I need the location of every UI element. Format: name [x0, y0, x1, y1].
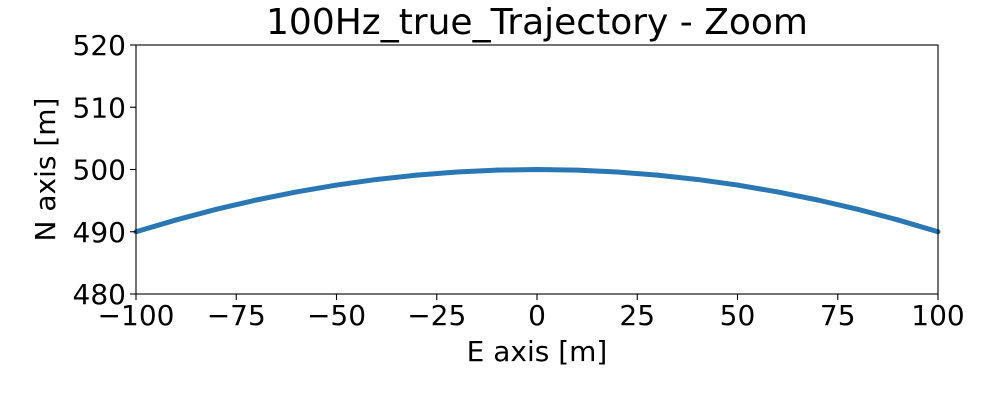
x-tick-label: 0: [528, 299, 546, 332]
trajectory-point: [334, 182, 339, 188]
x-tick-label: −25: [407, 299, 466, 332]
trajectory-point: [213, 206, 219, 212]
trajectory-point: [735, 182, 740, 188]
y-tick-label: 520: [73, 29, 126, 62]
y-axis: 480 490 500 510 520: [73, 29, 136, 311]
trajectory-point: [293, 189, 299, 195]
trajectory-point: [895, 217, 901, 223]
trajectory-point: [654, 172, 660, 178]
x-axis-label: E axis [m]: [467, 335, 608, 368]
x-tick-label: −100: [98, 299, 175, 332]
y-axis-label: N axis [m]: [29, 98, 62, 242]
trajectory-point: [494, 167, 500, 173]
series-layer: [133, 167, 941, 235]
y-tick-label: 500: [73, 154, 126, 187]
x-tick-label: 50: [720, 299, 756, 332]
y-tick-label: 480: [73, 278, 126, 311]
x-tick-label: 25: [619, 299, 655, 332]
x-tick-label: −50: [307, 299, 366, 332]
trajectory-point: [775, 189, 781, 195]
x-tick-label: 100: [911, 299, 964, 332]
trajectory-point: [855, 206, 861, 212]
trajectory-point: [534, 167, 540, 172]
trajectory-point: [694, 176, 700, 182]
y-tick-label: 510: [73, 91, 126, 124]
trajectory-point: [173, 217, 179, 223]
plot-area: [133, 44, 941, 295]
trajectory-point: [815, 197, 821, 203]
y-tick-label: 490: [73, 216, 126, 249]
x-axis: −100 −75 −50 −25 0 25 50 75 100: [98, 294, 965, 332]
x-tick-label: 75: [820, 299, 856, 332]
trajectory-point: [454, 169, 460, 175]
trajectory-point: [374, 176, 380, 182]
trajectory-point: [574, 167, 580, 173]
trajectory-point: [614, 169, 620, 175]
chart-title: 100Hz_true_Trajectory - Zoom: [266, 2, 808, 43]
trajectory-point: [253, 197, 259, 203]
trajectory-point: [414, 172, 420, 178]
x-tick-label: −75: [207, 299, 266, 332]
